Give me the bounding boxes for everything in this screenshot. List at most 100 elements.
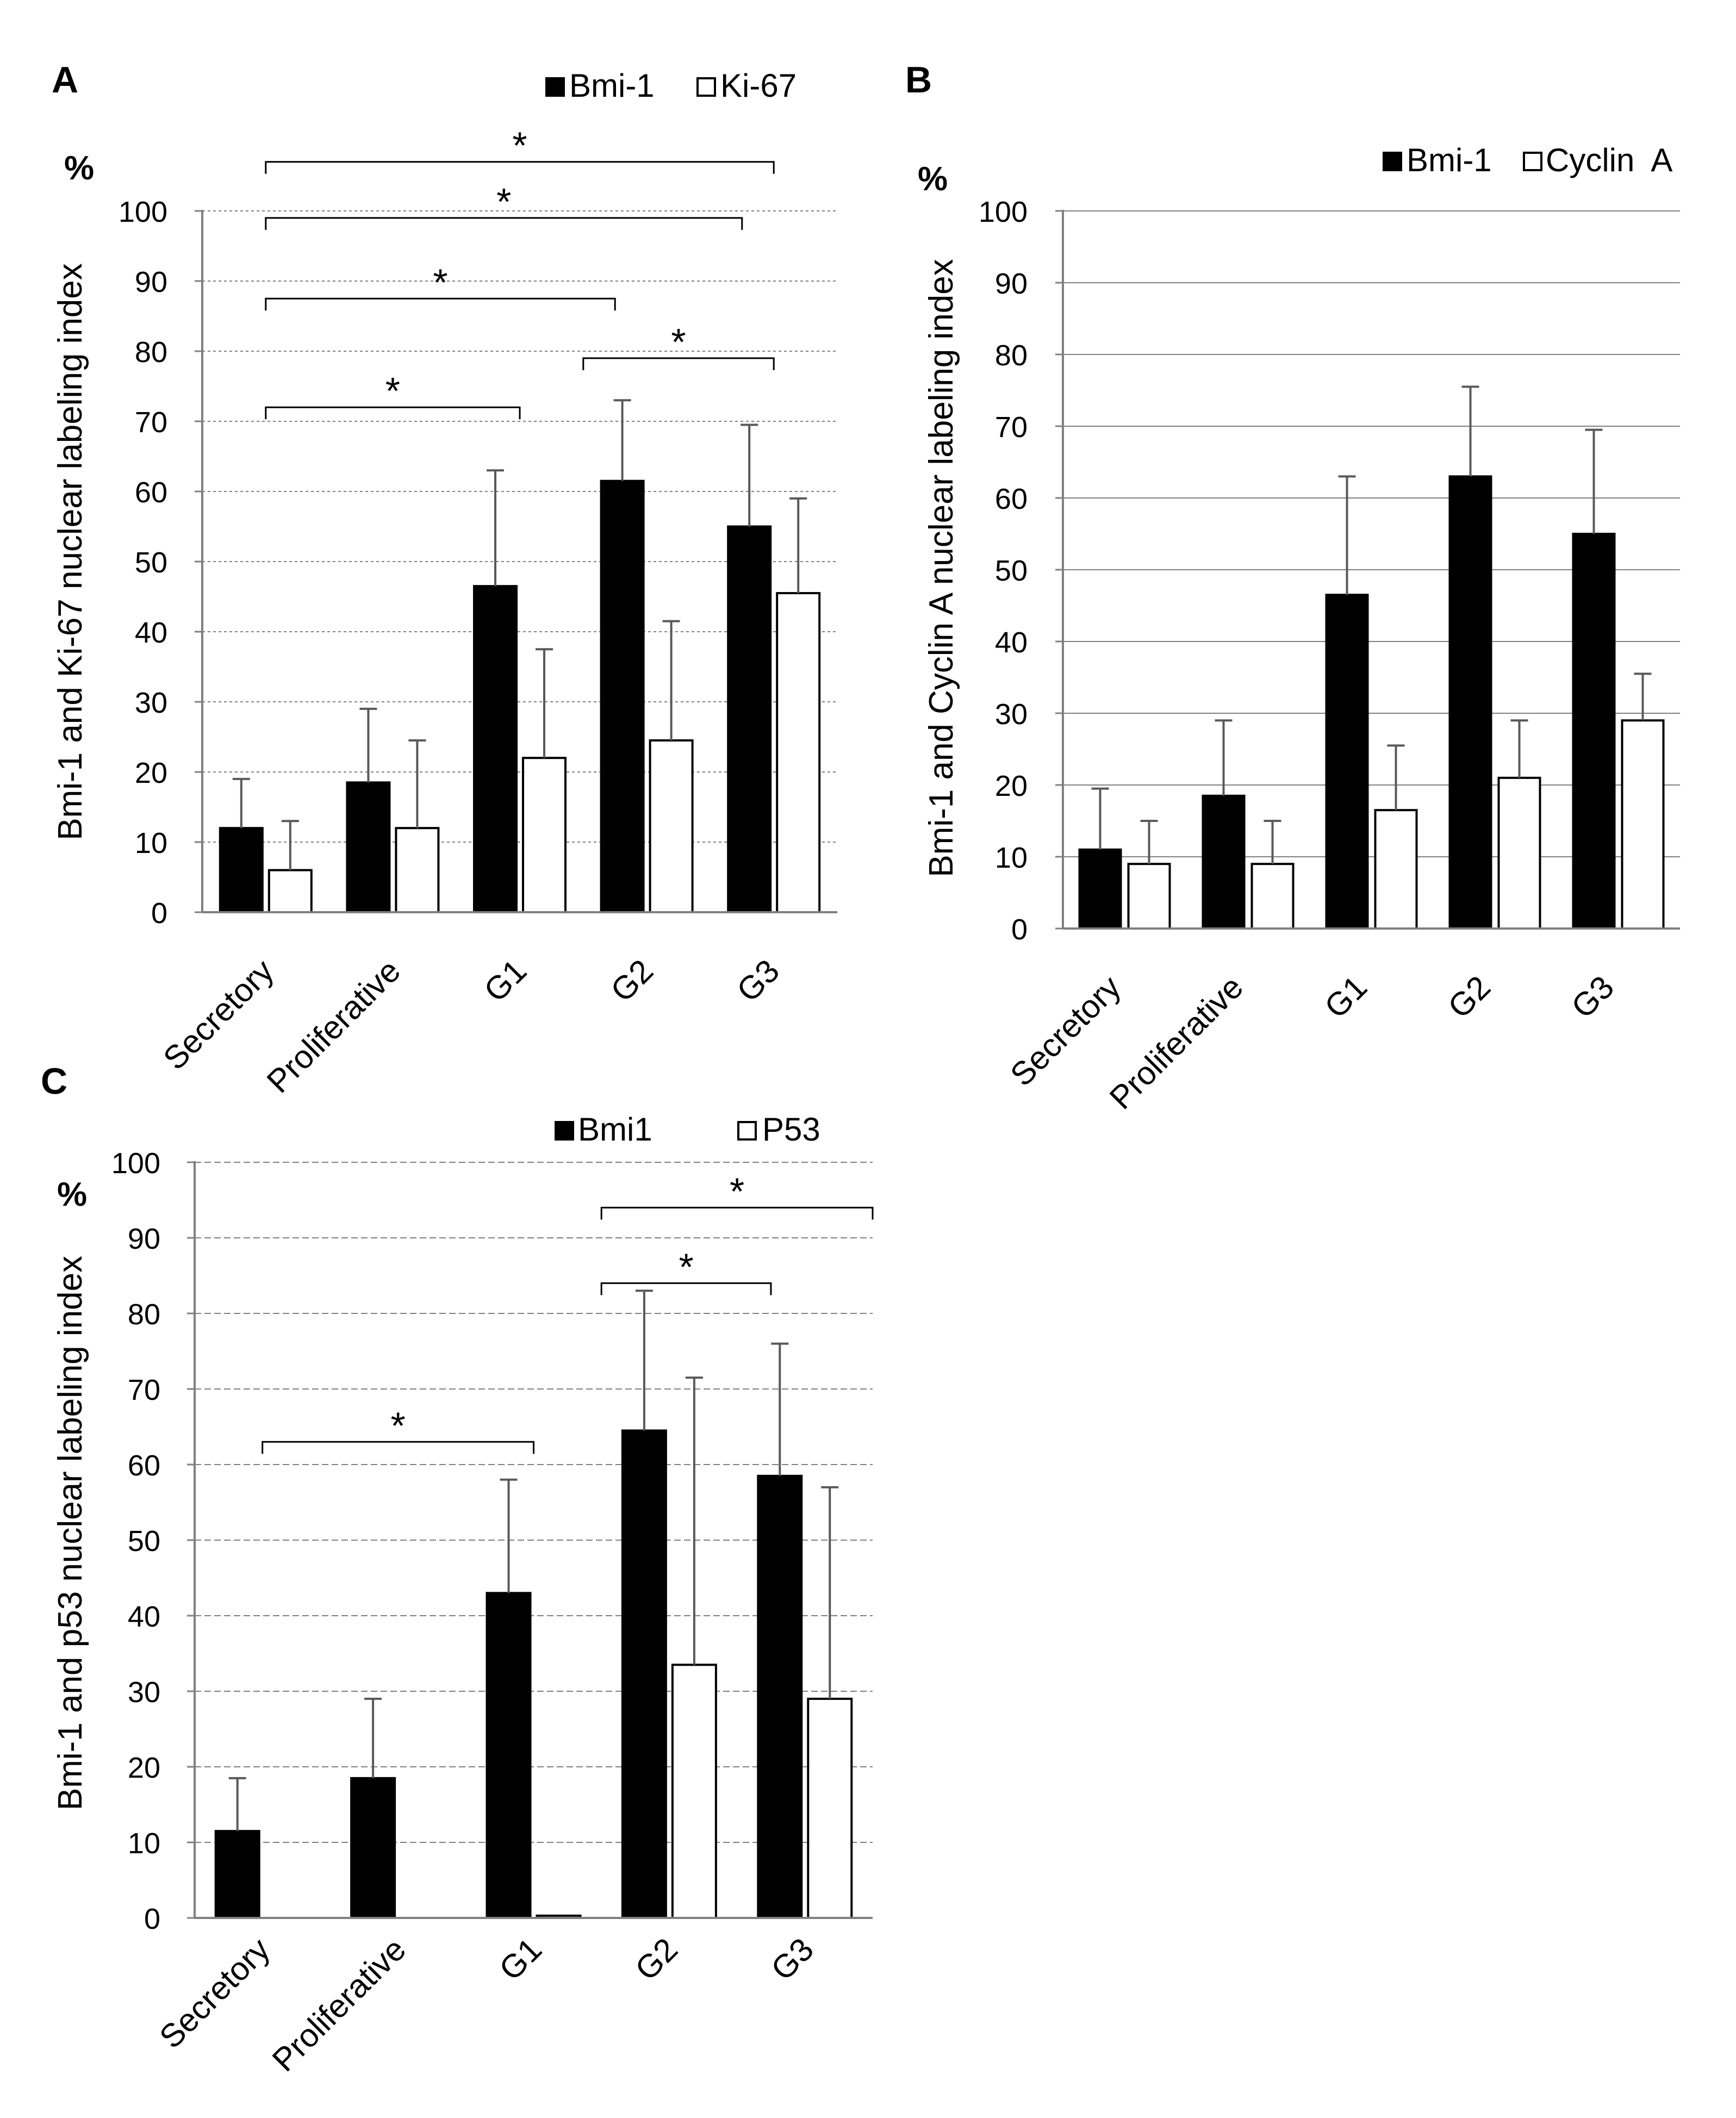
- panel-c-bar-other-4: [807, 1697, 853, 1919]
- panel-a-significance-bracket-0: [265, 161, 775, 174]
- panel-a-bar-bmi-1: [346, 781, 391, 913]
- panel-a-significance-star-1: *: [496, 180, 511, 223]
- panel-b-x-label-g1: G1: [1317, 969, 1374, 1025]
- panel-c-y-tick-60: 60: [128, 1449, 160, 1482]
- panel-a-y-tick-30: 30: [135, 687, 167, 719]
- panel-a-bar-other-3: [649, 739, 694, 913]
- panel-b-y-tick-50: 50: [995, 555, 1028, 587]
- panel-a-x-labels: Secretory Proliferative G1 G2 G3: [156, 952, 786, 1100]
- panel-a-y-axis-label: Bmi-1 and Ki-67 nuclear labeling index: [52, 263, 89, 840]
- panel-c-significance-bracket-2: [262, 1441, 534, 1454]
- panel-a-x-label-g2: G2: [603, 952, 660, 1009]
- panel-c-legend-swatch-bmi: [555, 1121, 574, 1141]
- panel-a-y-tick-0: 0: [151, 897, 167, 930]
- panel-b-bar-other-2: [1374, 809, 1418, 930]
- panel-a-bar-other-1: [395, 827, 440, 913]
- panel-c-y-tick-0: 0: [144, 1903, 160, 1935]
- panel-c-label: C: [41, 1061, 67, 1102]
- panel-a-y-tick-60: 60: [135, 476, 167, 509]
- panel-c-y-tick-20: 20: [128, 1752, 160, 1784]
- panel-b-legend-swatch-bmi: [1383, 152, 1402, 171]
- panel-c-x-label-proliferative: Proliferative: [265, 1931, 413, 2078]
- panel-a-x-label-g3: G3: [730, 952, 786, 1009]
- panel-c-significance-star-2: *: [390, 1404, 405, 1447]
- panel-b-y-tick-20: 20: [995, 770, 1028, 802]
- panel-a-y-tick-10: 10: [135, 827, 167, 859]
- panel-c-bar-bmi-4: [757, 1474, 803, 1920]
- panel-a-y-tick-80: 80: [135, 336, 167, 369]
- panel-a-legend-label-bmi: Bmi-1: [569, 67, 655, 104]
- panel-b-x-label-proliferative: Proliferative: [1103, 969, 1250, 1116]
- panel-a-y-tick-100: 100: [119, 196, 167, 228]
- panel-b-bar-other-0: [1127, 863, 1171, 930]
- panel-c-y-tick-90: 90: [128, 1223, 160, 1255]
- panel-c-x-label-g3: G3: [764, 1931, 820, 1988]
- panel-c-legend-label-p53: P53: [762, 1111, 820, 1148]
- panel-b-bar-other-3: [1497, 776, 1541, 930]
- panel-c-bar-other-3: [671, 1664, 717, 1920]
- panel-a-bar-other-0: [267, 869, 313, 913]
- panel-c-y-tick-50: 50: [128, 1525, 160, 1558]
- panel-a-label: A: [52, 59, 78, 101]
- panel-b-x-label-g3: G3: [1564, 969, 1621, 1025]
- panel-a-y-tick-50: 50: [135, 546, 167, 579]
- panel-b-bar-other-1: [1250, 863, 1295, 930]
- panel-a-significance-bracket-4: [265, 406, 521, 420]
- panel-b-plot: 0 10 20 30 40 50 60 70 80 90 100: [979, 196, 1680, 946]
- panel-a-bar-other-4: [776, 592, 821, 914]
- panel-a-y-tick-20: 20: [135, 757, 167, 789]
- panel-c-legend-label-bmi: Bmi1: [578, 1111, 652, 1148]
- panel-a: A % Bmi-1 and Ki-67 nuclear labeling ind…: [52, 59, 837, 1100]
- panel-a-significance-bracket-3: [582, 357, 775, 370]
- panel-b-y-tick-40: 40: [995, 626, 1028, 659]
- panel-c-y-tick-100: 100: [111, 1147, 160, 1180]
- panel-b-bar-other-4: [1621, 719, 1665, 930]
- panel-c-bar-bmi-2: [486, 1592, 532, 1920]
- panel-b-y-axis-label: Bmi-1 and Cyclin A nuclear labeling inde…: [923, 259, 960, 877]
- panel-c-unit-label: %: [57, 1176, 87, 1213]
- panel-a-x-label-proliferative: Proliferative: [260, 952, 407, 1100]
- panel-c-y-tick-40: 40: [128, 1600, 160, 1633]
- panel-c-significance-bracket-1: [600, 1282, 772, 1295]
- panel-b-y-tick-0: 0: [1011, 913, 1028, 946]
- panel-b-legend: Bmi-1 Cyclin A: [1383, 142, 1672, 178]
- panel-a-unit-label: %: [64, 149, 94, 187]
- panel-b-y-tick-10: 10: [995, 842, 1028, 874]
- panel-b: B % Bmi-1 and Cyclin A nuclear labeling …: [905, 59, 1680, 1116]
- panel-b-y-tick-100: 100: [979, 196, 1028, 228]
- panel-a-legend: Bmi-1 Ki-67: [545, 67, 797, 104]
- panel-a-bar-bmi-2: [473, 585, 518, 913]
- panel-a-x-label-g1: G1: [477, 952, 533, 1009]
- panel-b-y-tick-60: 60: [995, 483, 1028, 515]
- panel-a-legend-swatch-ki67: [696, 77, 716, 97]
- panel-b-bar-bmi-3: [1448, 475, 1492, 930]
- panel-a-y-tick-40: 40: [135, 616, 167, 649]
- panel-b-x-labels: Secretory Proliferative G1 G2 G3: [1003, 969, 1621, 1116]
- panel-c-significance-star-0: *: [730, 1170, 744, 1212]
- panel-c-y-tick-10: 10: [128, 1827, 160, 1860]
- panel-c-bar-bmi-3: [621, 1429, 667, 1919]
- panel-b-x-label-g2: G2: [1441, 969, 1497, 1025]
- panel-a-legend-label-ki67: Ki-67: [720, 67, 797, 104]
- panel-c-legend: Bmi1 P53: [555, 1111, 820, 1148]
- panel-c-y-tick-70: 70: [128, 1374, 160, 1406]
- panel-b-y-tick-90: 90: [995, 267, 1028, 300]
- panel-b-y-tick-30: 30: [995, 698, 1028, 731]
- panel-b-bar-bmi-1: [1202, 794, 1246, 930]
- panel-a-bar-bmi-3: [600, 479, 645, 913]
- panel-c-bar-bmi-1: [350, 1777, 396, 1920]
- panel-b-bar-bmi-2: [1325, 594, 1369, 930]
- panel-b-bar-bmi-0: [1078, 848, 1122, 930]
- panel-c-y-tick-30: 30: [128, 1676, 160, 1709]
- panel-b-x-label-secretory: Secretory: [1003, 969, 1128, 1093]
- panel-b-bar-bmi-4: [1572, 533, 1616, 930]
- panel-c: C % Bmi-1 and p53 nuclear labeling index…: [41, 1061, 874, 2078]
- panel-c-significance-bracket-0: [600, 1206, 874, 1220]
- panel-a-significance-star-4: *: [385, 370, 400, 412]
- panel-c-x-label-secretory: Secretory: [152, 1931, 277, 2055]
- panel-b-y-tick-70: 70: [995, 411, 1028, 444]
- panel-b-label: B: [905, 59, 932, 101]
- panel-c-bar-bmi-0: [214, 1830, 260, 1919]
